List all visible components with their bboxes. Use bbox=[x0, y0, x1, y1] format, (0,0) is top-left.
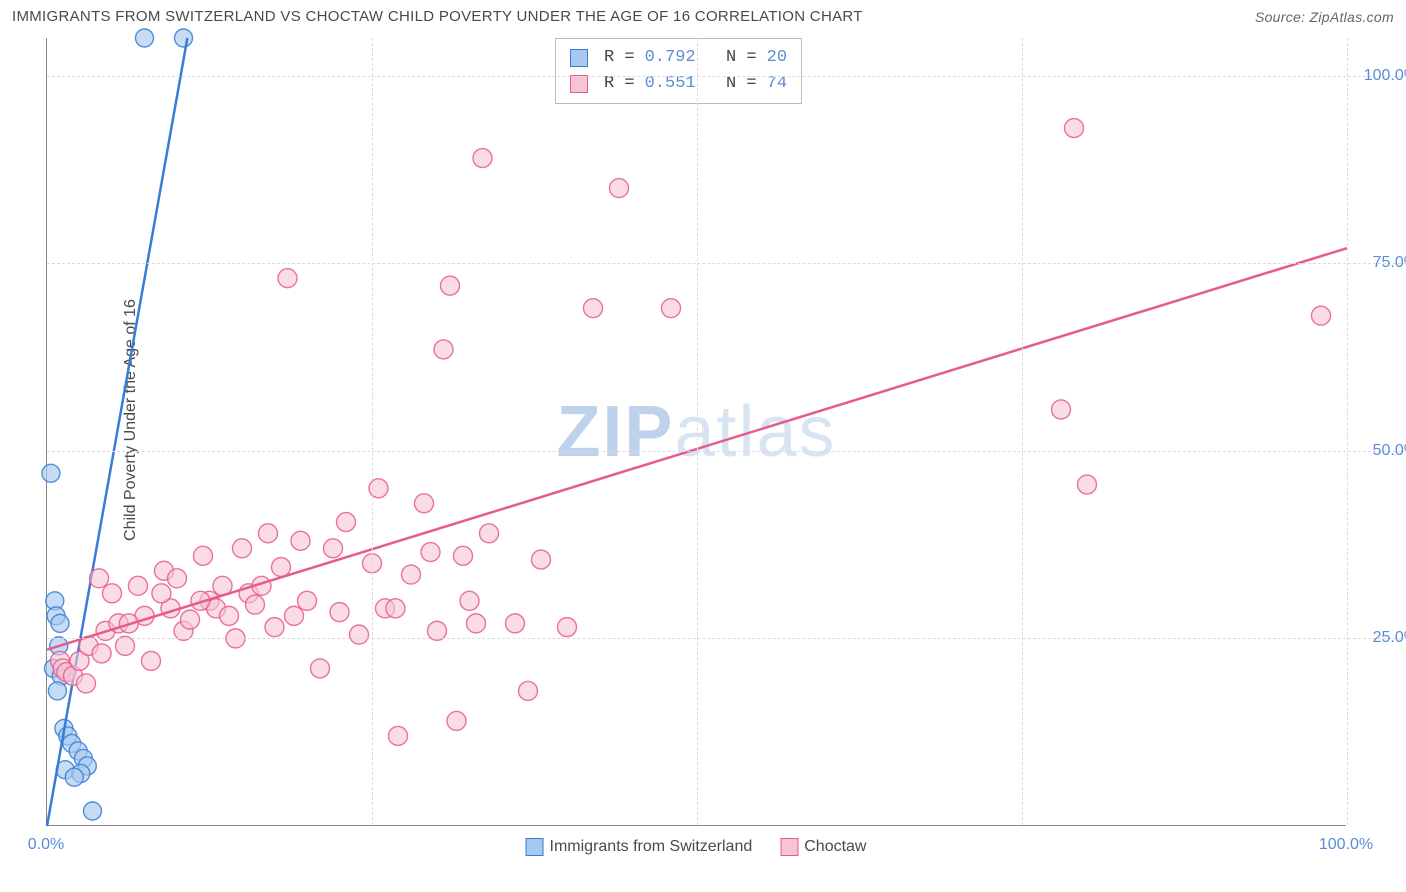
scatter-point bbox=[194, 546, 213, 565]
scatter-point bbox=[519, 681, 538, 700]
stat-n-value: 20 bbox=[767, 45, 787, 71]
scatter-point bbox=[662, 299, 681, 318]
stat-r-label: R = bbox=[604, 45, 635, 71]
scatter-point bbox=[181, 610, 200, 629]
scatter-point bbox=[92, 644, 111, 663]
scatter-point bbox=[1052, 400, 1071, 419]
scatter-point bbox=[285, 606, 304, 625]
y-tick-label: 50.0% bbox=[1354, 442, 1406, 460]
legend-swatch bbox=[526, 838, 544, 856]
legend-swatch bbox=[570, 75, 588, 93]
scatter-point bbox=[42, 464, 60, 482]
scatter-point bbox=[90, 569, 109, 588]
scatter-point bbox=[103, 584, 122, 603]
plot-container: ZIPatlas R = 0.792 N = 20R = 0.551 N = 7… bbox=[46, 38, 1346, 826]
scatter-point bbox=[220, 606, 239, 625]
x-legend-item: Choctaw bbox=[780, 838, 866, 856]
scatter-point bbox=[265, 618, 284, 637]
scatter-point bbox=[324, 539, 343, 558]
scatter-point bbox=[311, 659, 330, 678]
y-tick-label: 100.0% bbox=[1354, 67, 1406, 85]
x-tick-label: 0.0% bbox=[28, 836, 64, 854]
scatter-point bbox=[298, 591, 317, 610]
scatter-point bbox=[84, 802, 102, 820]
scatter-point bbox=[1078, 475, 1097, 494]
scatter-point bbox=[415, 494, 434, 513]
scatter-point bbox=[558, 618, 577, 637]
gridline-h bbox=[47, 451, 1406, 452]
scatter-point bbox=[1065, 119, 1084, 138]
scatter-point bbox=[246, 595, 265, 614]
x-legend-item: Immigrants from Switzerland bbox=[526, 838, 753, 856]
stats-row: R = 0.792 N = 20 bbox=[570, 45, 787, 71]
scatter-point bbox=[441, 276, 460, 295]
stat-n-label: N = bbox=[706, 45, 757, 71]
scatter-point bbox=[480, 524, 499, 543]
scatter-point bbox=[51, 614, 69, 632]
title-bar: IMMIGRANTS FROM SWITZERLAND VS CHOCTAW C… bbox=[12, 8, 1394, 25]
gridline-v bbox=[1347, 38, 1348, 825]
stat-r-value: 0.792 bbox=[645, 45, 696, 71]
scatter-point bbox=[136, 29, 154, 47]
scatter-point bbox=[389, 726, 408, 745]
scatter-point bbox=[460, 591, 479, 610]
scatter-point bbox=[350, 625, 369, 644]
scatter-point bbox=[402, 565, 421, 584]
scatter-point bbox=[129, 576, 148, 595]
scatter-point bbox=[1312, 306, 1331, 325]
scatter-point bbox=[532, 550, 551, 569]
scatter-point bbox=[421, 543, 440, 562]
scatter-point bbox=[291, 531, 310, 550]
scatter-point bbox=[142, 651, 161, 670]
scatter-point bbox=[337, 513, 356, 532]
scatter-point bbox=[330, 603, 349, 622]
y-tick-label: 75.0% bbox=[1354, 254, 1406, 272]
scatter-point bbox=[168, 569, 187, 588]
scatter-point bbox=[259, 524, 278, 543]
gridline-h bbox=[47, 638, 1406, 639]
scatter-point bbox=[65, 768, 83, 786]
scatter-point bbox=[233, 539, 252, 558]
legend-label: Immigrants from Switzerland bbox=[550, 838, 753, 855]
scatter-point bbox=[467, 614, 486, 633]
gridline-h bbox=[47, 76, 1406, 77]
y-tick-label: 25.0% bbox=[1354, 629, 1406, 647]
scatter-point bbox=[584, 299, 603, 318]
legend-label: Choctaw bbox=[804, 838, 866, 855]
source-label: Source: ZipAtlas.com bbox=[1255, 9, 1394, 25]
scatter-point bbox=[48, 682, 66, 700]
scatter-point bbox=[610, 179, 629, 198]
plot-area: ZIPatlas R = 0.792 N = 20R = 0.551 N = 7… bbox=[46, 38, 1346, 826]
x-axis-legend: Immigrants from Switzerland Choctaw bbox=[526, 838, 867, 856]
gridline-v bbox=[372, 38, 373, 825]
scatter-point bbox=[473, 149, 492, 168]
x-tick-label: 100.0% bbox=[1319, 836, 1373, 854]
scatter-point bbox=[434, 340, 453, 359]
legend-swatch bbox=[570, 49, 588, 67]
trend-line bbox=[47, 38, 187, 826]
scatter-point bbox=[506, 614, 525, 633]
scatter-point bbox=[175, 29, 193, 47]
gridline-v bbox=[697, 38, 698, 825]
stats-legend-box: R = 0.792 N = 20R = 0.551 N = 74 bbox=[555, 38, 802, 104]
chart-title: IMMIGRANTS FROM SWITZERLAND VS CHOCTAW C… bbox=[12, 8, 863, 25]
legend-swatch bbox=[780, 838, 798, 856]
scatter-point bbox=[77, 674, 96, 693]
scatter-point bbox=[386, 599, 405, 618]
scatter-point bbox=[447, 711, 466, 730]
gridline-v bbox=[1022, 38, 1023, 825]
scatter-point bbox=[272, 558, 291, 577]
gridline-h bbox=[47, 263, 1406, 264]
scatter-point bbox=[454, 546, 473, 565]
scatter-point bbox=[152, 584, 171, 603]
scatter-point bbox=[278, 269, 297, 288]
